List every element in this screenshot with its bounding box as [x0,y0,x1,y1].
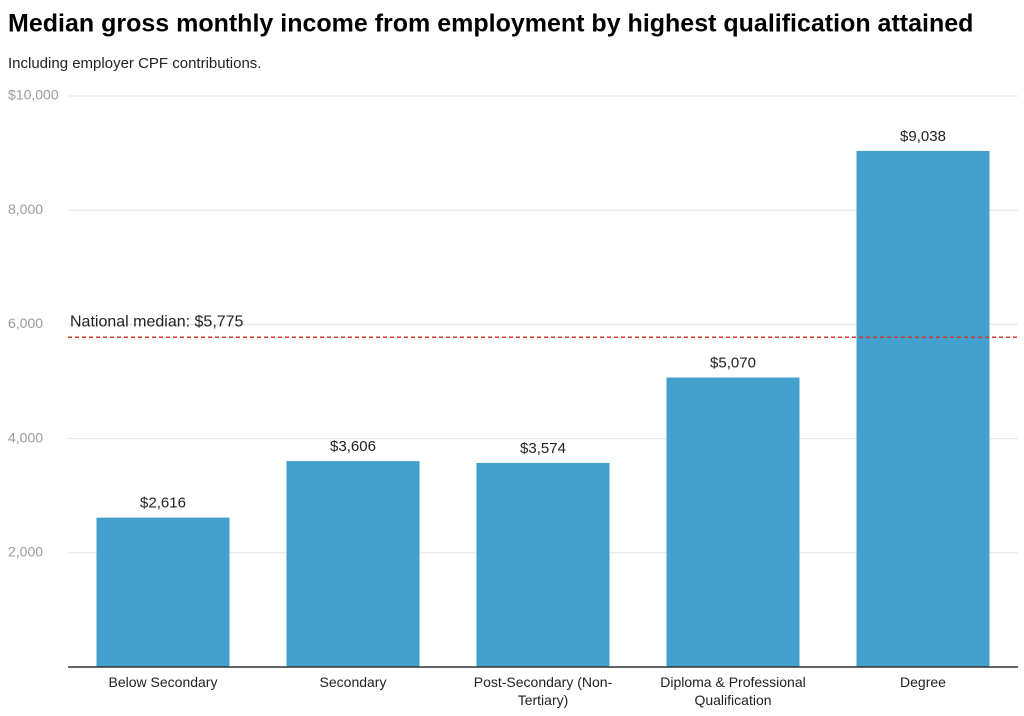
bar [96,517,230,667]
y-tick-label: 4,000 [8,429,43,445]
value-label: $2,616 [140,495,186,512]
x-tick-label: Below Secondary [108,674,218,690]
chart-subtitle: Including employer CPF contributions. [8,55,261,72]
y-tick-label: 6,000 [8,315,43,331]
bar [476,462,610,667]
y-tick-label: 8,000 [8,201,43,217]
value-label: $3,574 [520,440,566,457]
bar [286,461,420,667]
value-label: $3,606 [330,438,376,455]
y-tick-label: $10,000 [8,87,59,103]
x-tick-label: Degree [900,674,946,690]
x-tick-label: Diploma & Professional Qualification [660,674,806,708]
x-tick-label: Secondary [319,674,387,690]
y-tick-label: 2,000 [8,544,43,560]
value-label: $9,038 [900,128,946,145]
value-label: $5,070 [710,354,756,371]
x-tick-label: Post-Secondary (Non-Tertiary) [473,674,613,708]
bar [666,377,800,667]
bar [856,150,990,668]
chart-title: Median gross monthly income from employm… [8,10,973,38]
reference-label: National median: $5,775 [70,313,244,330]
